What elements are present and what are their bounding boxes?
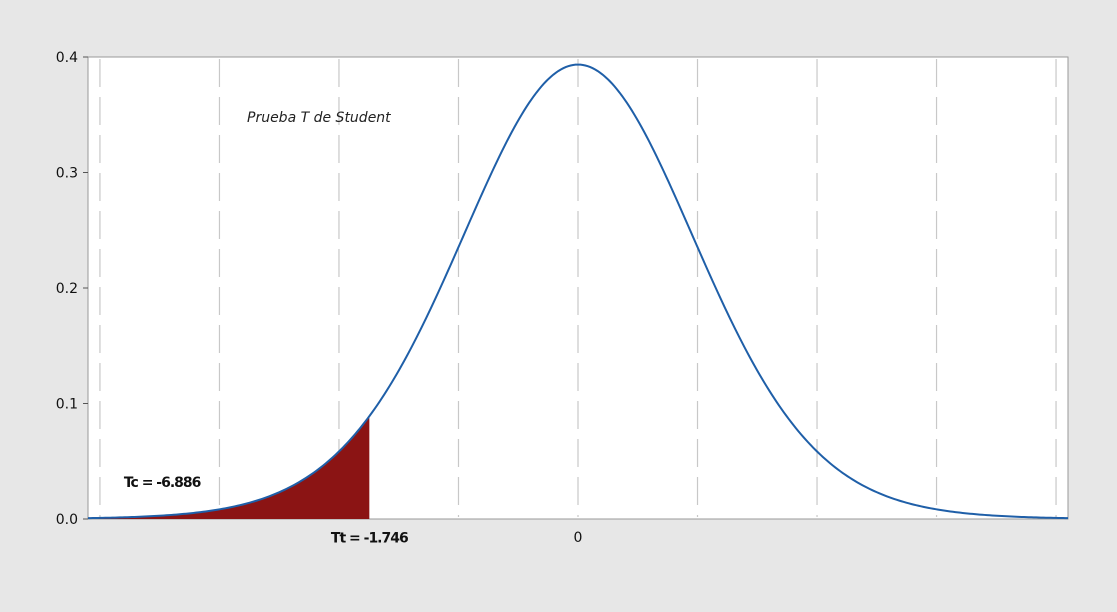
y-tick-label: 0.2 — [56, 281, 78, 297]
chart-title: Prueba T de Student — [247, 110, 391, 126]
x-tick-label: 0 — [574, 530, 583, 546]
y-tick-label: 0.3 — [56, 166, 78, 182]
density-curve — [87, 63, 1069, 520]
y-tick-label: 0.4 — [56, 50, 78, 66]
gridlines — [99, 59, 1057, 517]
annotation-tt: Tt = -1.746 — [331, 530, 408, 546]
y-tick-label: 0.0 — [56, 512, 78, 528]
y-axis: 0.0 0.1 0.2 0.3 0.4 — [56, 50, 88, 528]
rejection-region — [88, 416, 370, 519]
annotation-tc: Tc = -6.886 — [124, 475, 201, 491]
y-tick-label: 0.1 — [56, 397, 78, 413]
x-axis: 0 — [574, 530, 583, 546]
